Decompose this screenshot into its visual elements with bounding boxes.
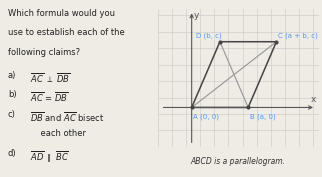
Text: y: y xyxy=(194,12,199,21)
Text: x: x xyxy=(311,95,317,104)
Text: each other: each other xyxy=(31,129,87,138)
Text: ABCD is a parallelogram.: ABCD is a parallelogram. xyxy=(191,158,286,166)
Text: b): b) xyxy=(8,90,16,99)
Text: $\overline{AC}$ $\perp$ $\overline{DB}$: $\overline{AC}$ $\perp$ $\overline{DB}$ xyxy=(31,71,71,85)
Text: c): c) xyxy=(8,110,16,119)
Text: A (0, 0): A (0, 0) xyxy=(193,113,219,120)
Text: $\overline{AD}$ $\parallel$ $\overline{BC}$: $\overline{AD}$ $\parallel$ $\overline{B… xyxy=(31,149,70,164)
Text: a): a) xyxy=(8,71,16,80)
Text: $\overline{DB}$ and $\overline{AC}$ bisect: $\overline{DB}$ and $\overline{AC}$ bise… xyxy=(31,110,105,124)
Text: D (b, c): D (b, c) xyxy=(196,33,222,39)
Text: B (a, 0): B (a, 0) xyxy=(250,113,275,120)
Text: Which formula would you: Which formula would you xyxy=(8,9,115,18)
Text: C (a + b, c): C (a + b, c) xyxy=(278,33,318,39)
Text: following claims?: following claims? xyxy=(8,48,80,57)
Text: use to establish each of the: use to establish each of the xyxy=(8,28,125,37)
Text: d): d) xyxy=(8,149,16,158)
Text: $\overline{AC}$ = $\overline{DB}$: $\overline{AC}$ = $\overline{DB}$ xyxy=(31,90,69,104)
